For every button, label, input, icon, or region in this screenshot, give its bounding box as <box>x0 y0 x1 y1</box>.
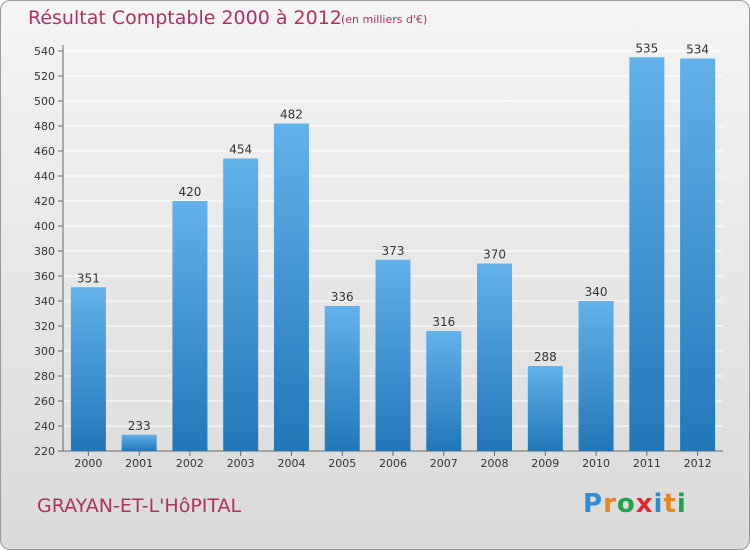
x-tick-label: 2003 <box>227 457 255 470</box>
bar-value-label: 420 <box>178 185 201 199</box>
bar <box>426 331 462 451</box>
y-tick-label: 240 <box>34 420 55 433</box>
bar-value-label: 316 <box>432 315 455 329</box>
x-tick-label: 2002 <box>176 457 204 470</box>
y-tick-label: 400 <box>34 220 55 233</box>
x-tick-label: 2007 <box>430 457 458 470</box>
bar-value-label: 535 <box>635 41 658 55</box>
y-tick-label: 440 <box>34 170 55 183</box>
chart-subtitle: (en milliers d'€) <box>341 13 428 26</box>
bar-value-label: 454 <box>229 143 252 157</box>
bar <box>527 366 563 451</box>
bar <box>578 301 614 451</box>
y-tick-label: 220 <box>34 445 55 458</box>
bar-value-label: 351 <box>77 271 100 285</box>
y-tick-label: 280 <box>34 370 55 383</box>
x-tick-label: 2001 <box>125 457 153 470</box>
x-tick-label: 2012 <box>684 457 712 470</box>
bar <box>223 158 259 451</box>
bar <box>273 123 309 451</box>
bar-value-label: 482 <box>280 108 303 122</box>
bar <box>121 434 157 451</box>
x-tick-label: 2004 <box>277 457 305 470</box>
x-tick-label: 2000 <box>74 457 102 470</box>
logo-letter: o <box>616 489 636 519</box>
logo-letter: t <box>663 489 677 519</box>
logo-letter: x <box>635 489 654 519</box>
x-tick-label: 2011 <box>633 457 661 470</box>
y-tick-label: 520 <box>34 70 55 83</box>
logo-letter: i <box>653 489 664 519</box>
chart-title: Résultat Comptable 2000 à 2012 <box>28 7 342 29</box>
y-tick-label: 380 <box>34 245 55 258</box>
bar <box>680 58 716 451</box>
logo-letter: i <box>676 489 687 519</box>
x-tick-label: 2006 <box>379 457 407 470</box>
y-tick-label: 260 <box>34 395 55 408</box>
y-tick-label: 360 <box>34 270 55 283</box>
bar <box>70 287 106 451</box>
bar-value-label: 288 <box>534 350 557 364</box>
y-tick-label: 320 <box>34 320 55 333</box>
proxiti-logo: Proxiti <box>583 489 687 519</box>
y-tick-label: 460 <box>34 145 55 158</box>
x-tick-label: 2008 <box>481 457 509 470</box>
y-tick-label: 540 <box>34 45 55 58</box>
bar-value-label: 340 <box>585 285 608 299</box>
x-tick-label: 2009 <box>531 457 559 470</box>
bar <box>629 57 665 451</box>
bar-value-label: 370 <box>483 248 506 262</box>
y-tick-label: 300 <box>34 345 55 358</box>
bar-value-label: 534 <box>686 43 709 57</box>
bar-value-label: 373 <box>382 244 405 258</box>
y-tick-label: 500 <box>34 95 55 108</box>
bar <box>172 201 208 451</box>
y-tick-label: 420 <box>34 195 55 208</box>
bar <box>375 259 411 451</box>
logo-letter: P <box>583 489 604 519</box>
bar <box>324 306 360 451</box>
bar <box>477 263 513 451</box>
y-tick-label: 480 <box>34 120 55 133</box>
bar-value-label: 233 <box>128 419 151 433</box>
logo-letter: r <box>603 489 617 519</box>
x-tick-label: 2010 <box>582 457 610 470</box>
x-tick-label: 2005 <box>328 457 356 470</box>
bar-value-label: 336 <box>331 290 354 304</box>
location-name: GRAYAN-ET-L'HôPITAL <box>37 495 242 517</box>
y-tick-label: 340 <box>34 295 55 308</box>
